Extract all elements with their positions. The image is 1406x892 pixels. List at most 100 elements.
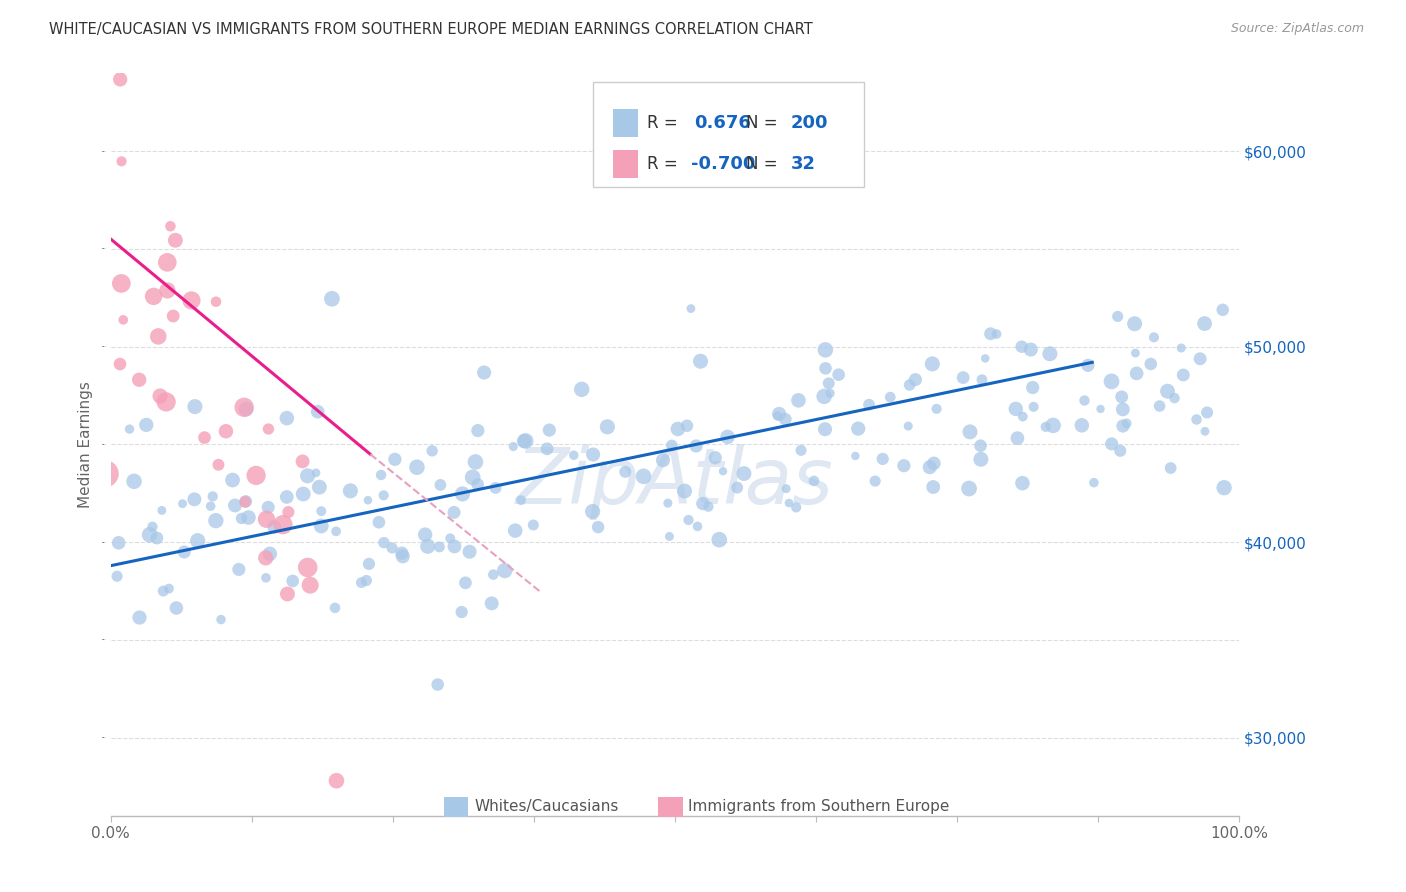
Point — [818, 386, 841, 401]
Point — [494, 564, 516, 578]
Text: Immigrants from Southern Europe: Immigrants from Southern Europe — [689, 799, 950, 814]
Point — [263, 520, 285, 534]
Point — [778, 496, 800, 510]
Point — [356, 574, 378, 588]
Point — [827, 368, 849, 382]
Point — [571, 382, 593, 396]
Point — [586, 520, 609, 534]
Point — [1011, 409, 1033, 424]
Point — [1111, 390, 1133, 404]
Point — [633, 469, 655, 483]
Point — [846, 422, 869, 436]
Point — [350, 575, 373, 590]
Point — [162, 309, 184, 323]
Text: N =: N = — [747, 155, 778, 173]
Point — [925, 401, 948, 416]
Point — [277, 505, 299, 519]
Point — [321, 292, 343, 306]
Point — [814, 361, 837, 376]
Point — [614, 465, 637, 479]
Point — [276, 587, 298, 601]
Point — [814, 422, 837, 436]
Point — [165, 601, 187, 615]
Point — [245, 468, 267, 483]
Point — [207, 458, 229, 472]
Point — [297, 560, 319, 574]
Point — [1077, 359, 1099, 373]
Point — [299, 578, 322, 592]
Point — [863, 474, 886, 488]
Point — [357, 493, 380, 508]
Point — [957, 482, 980, 496]
Point — [596, 419, 619, 434]
Point — [254, 550, 277, 565]
Point — [1125, 346, 1147, 360]
Point — [149, 389, 172, 403]
Point — [785, 500, 807, 515]
Point — [952, 370, 974, 384]
Point — [183, 492, 205, 507]
Point — [173, 545, 195, 559]
Point — [921, 357, 943, 371]
Point — [1112, 419, 1135, 434]
Point — [1022, 400, 1045, 414]
Point — [193, 431, 215, 445]
Point — [790, 443, 813, 458]
Point — [1194, 425, 1216, 439]
Point — [467, 424, 489, 438]
Point — [367, 515, 389, 529]
Point — [108, 72, 131, 87]
Point — [697, 500, 720, 514]
Point — [276, 411, 298, 425]
Point — [235, 402, 257, 417]
Point — [201, 490, 224, 504]
Point — [205, 514, 228, 528]
Point — [141, 520, 163, 534]
Point — [271, 517, 294, 532]
Point — [582, 504, 605, 518]
Point — [297, 468, 319, 483]
Point — [259, 547, 281, 561]
Point — [1189, 351, 1212, 366]
Point — [443, 505, 465, 519]
Point — [451, 487, 474, 501]
Text: R =: R = — [647, 155, 683, 173]
Text: -0.700: -0.700 — [690, 155, 755, 173]
Point — [135, 417, 157, 432]
Point — [257, 422, 280, 436]
Point — [1039, 347, 1062, 361]
Point — [522, 518, 544, 533]
FancyBboxPatch shape — [592, 82, 865, 186]
Point — [1101, 375, 1123, 389]
Point — [467, 477, 489, 491]
Point — [443, 540, 465, 554]
FancyBboxPatch shape — [613, 150, 638, 178]
Point — [128, 373, 150, 387]
Point — [94, 467, 117, 481]
Point — [970, 452, 993, 467]
Point — [224, 499, 246, 513]
FancyBboxPatch shape — [444, 797, 468, 817]
Point — [858, 398, 880, 412]
Point — [666, 422, 689, 436]
Point — [1109, 443, 1132, 458]
Point — [110, 154, 132, 169]
Point — [439, 531, 461, 545]
Point — [974, 351, 997, 366]
Point — [1212, 302, 1234, 317]
Point — [893, 458, 915, 473]
Point — [766, 409, 789, 423]
Point — [325, 773, 347, 788]
Point — [1011, 476, 1033, 491]
Point — [461, 470, 484, 484]
Point — [305, 466, 328, 480]
Point — [803, 474, 825, 488]
Point — [1185, 412, 1208, 426]
Point — [426, 677, 449, 691]
Point — [676, 418, 699, 433]
Point — [384, 452, 406, 467]
Point — [1213, 481, 1236, 495]
Point — [429, 478, 451, 492]
Point — [513, 434, 536, 448]
Point — [969, 439, 991, 453]
